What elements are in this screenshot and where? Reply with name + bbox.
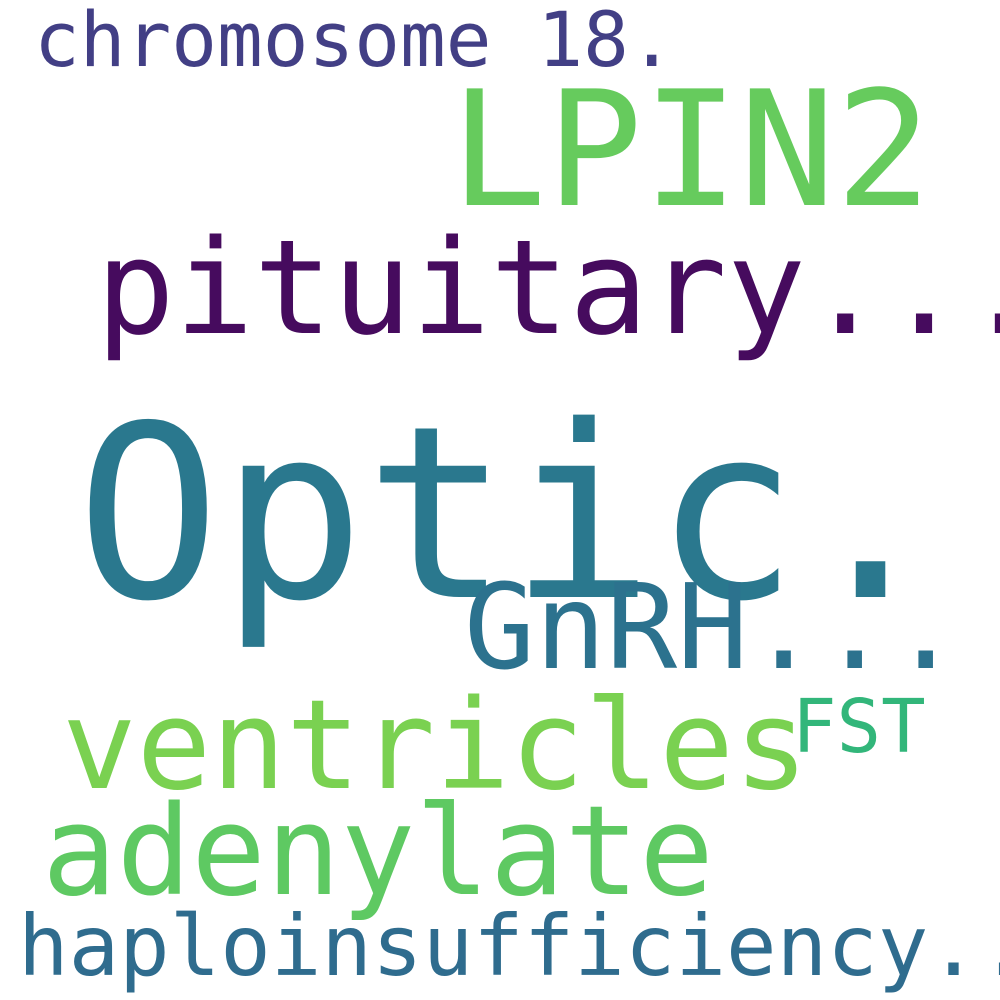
word-fst: FST xyxy=(792,684,926,770)
word-gnrh: GnRH... xyxy=(464,558,962,696)
word-optic: Optic... xyxy=(76,374,1000,654)
word-haploinsufficiency: haploinsufficiency... xyxy=(18,897,1000,995)
word-lpin2: LPIN2 xyxy=(450,56,932,243)
word-adenylate: adenylate xyxy=(42,780,714,924)
word-ventricles: ventricles xyxy=(62,674,809,818)
word-chromosome-18: chromosome 18. xyxy=(34,0,675,84)
word-pituitary: pituitary... xyxy=(96,211,1000,364)
